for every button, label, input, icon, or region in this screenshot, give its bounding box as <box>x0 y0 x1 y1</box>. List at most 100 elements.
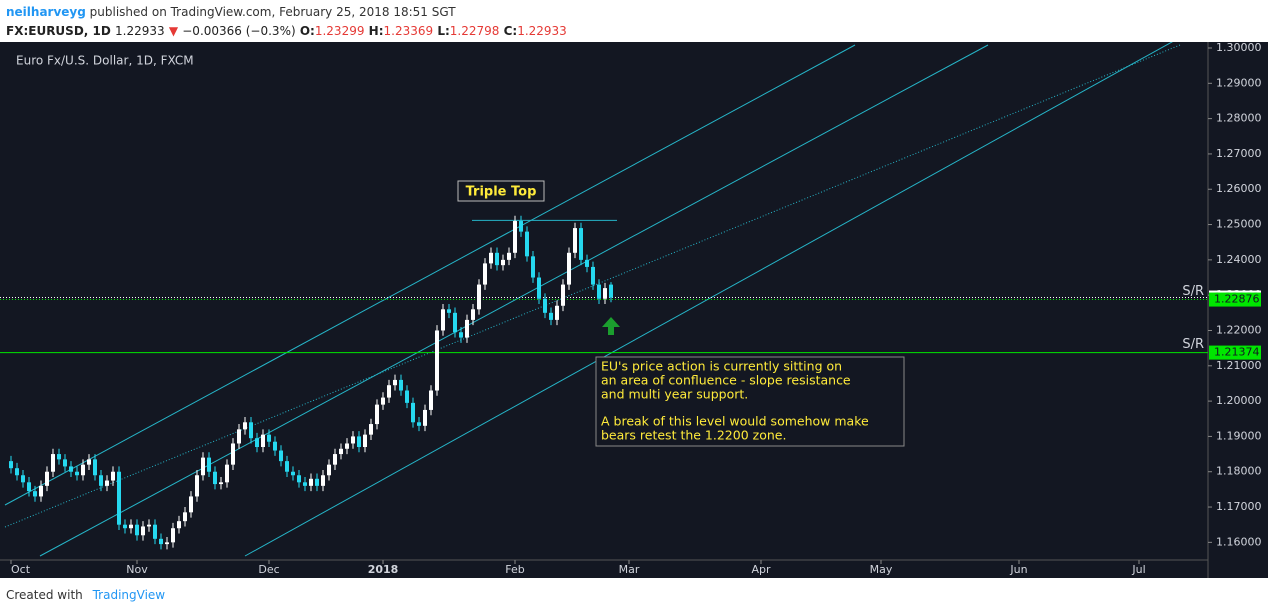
candle-body <box>297 475 301 483</box>
candle-body <box>399 379 403 391</box>
candle-body <box>555 305 559 320</box>
candle-body <box>183 512 187 522</box>
channel-line <box>244 42 1173 557</box>
candle-body <box>75 471 79 476</box>
ohlc-value: 1.23299 <box>314 24 365 38</box>
candle-body <box>417 422 421 426</box>
candle-body <box>27 482 31 492</box>
candle-body <box>339 448 343 455</box>
candle-body <box>213 471 217 485</box>
candle-body <box>147 524 151 527</box>
candle-body <box>459 332 463 338</box>
ohlc-label: O: <box>299 24 315 38</box>
ohlc-value: 1.23369 <box>383 24 434 38</box>
change: −0.00366 (−0.3%) <box>182 24 296 38</box>
candle-body <box>123 524 127 529</box>
candle-body <box>303 482 307 486</box>
candle-body <box>327 464 331 476</box>
note-line: and multi year support. <box>601 387 748 402</box>
y-tick-label: 1.28000 <box>1216 112 1262 125</box>
triple-top-label: Triple Top <box>466 185 537 200</box>
candle-body <box>357 436 361 448</box>
candle-body <box>273 441 277 451</box>
candle-body <box>231 443 235 465</box>
candle-body <box>567 252 571 285</box>
candle-body <box>279 450 283 462</box>
candle-body <box>63 459 67 467</box>
candle-body <box>495 252 499 266</box>
chart: Euro Fx/U.S. Dollar, 1D, FXCM 1.16000 1.1… <box>0 42 1268 578</box>
candle-body <box>543 298 547 313</box>
candle-body <box>111 471 115 481</box>
candle-body <box>447 309 451 313</box>
candle-body <box>609 284 613 298</box>
candle-body <box>159 538 163 545</box>
candle-body <box>135 524 139 536</box>
x-tick-label: 2018 <box>368 563 399 576</box>
x-tick-label: May <box>870 563 893 576</box>
sr-label: S/R <box>1182 284 1204 299</box>
candle-body <box>507 252 511 260</box>
note-line: bears retest the 1.2200 zone. <box>601 428 786 443</box>
chart-title: Euro Fx/U.S. Dollar, 1D, FXCM <box>16 54 194 68</box>
candle-body <box>525 231 529 257</box>
candle-body <box>243 422 247 430</box>
candle-body <box>597 284 601 299</box>
channel-line <box>4 44 856 506</box>
candle-body <box>471 309 475 320</box>
note-line: A break of this level would somehow make <box>601 414 869 429</box>
candle-body <box>15 468 19 476</box>
ohlc-label: C: <box>503 24 518 38</box>
price-badge-label: 1.21374 <box>1214 346 1260 359</box>
y-tick-label: 1.21000 <box>1216 359 1262 372</box>
y-tick-label: 1.20000 <box>1216 394 1262 407</box>
candle-body <box>453 312 457 333</box>
candle-body <box>261 434 265 448</box>
published: published on TradingView.com, February 2… <box>89 5 456 19</box>
y-tick-label: 1.16000 <box>1216 535 1262 548</box>
candle-body <box>291 471 295 476</box>
sr-label: S/R <box>1182 337 1204 352</box>
brand[interactable]: TradingView <box>92 588 166 602</box>
candle-body <box>81 464 85 476</box>
candle-body <box>393 379 397 386</box>
symbol: FX:EURUSD, 1D <box>6 24 111 38</box>
x-tick-label: Apr <box>751 563 771 576</box>
candle-body <box>591 266 595 285</box>
candle-body <box>57 454 61 460</box>
candle-body <box>117 471 121 525</box>
ohlc-value: 1.22798 <box>449 24 500 38</box>
candle-body <box>423 409 427 426</box>
x-tick-label: Mar <box>619 563 640 576</box>
price-badge <box>1209 292 1261 307</box>
candle-body <box>333 454 337 465</box>
candle-body <box>477 284 481 310</box>
ohlc-label: L: <box>437 24 450 38</box>
y-tick-label: 1.17000 <box>1216 500 1262 513</box>
candle-body <box>237 429 241 444</box>
candle-body <box>345 443 349 449</box>
header: neilharveyg published on TradingView.com… <box>6 3 567 41</box>
y-tick-label: 1.18000 <box>1216 465 1262 478</box>
author[interactable]: neilharveyg <box>6 5 86 19</box>
candle-body <box>531 256 535 278</box>
x-tick-label: Dec <box>258 563 279 576</box>
candle-body <box>381 397 385 405</box>
candle-body <box>165 542 169 545</box>
channel-line <box>39 44 989 557</box>
candle-body <box>351 436 355 444</box>
y-tick-label: 1.27000 <box>1216 147 1262 160</box>
candle-body <box>309 478 313 486</box>
candle-body <box>171 528 175 543</box>
y-tick-label: 1.26000 <box>1216 182 1262 195</box>
candle-body <box>267 434 271 442</box>
x-tick-label: Jun <box>1009 563 1027 576</box>
candle-body <box>321 475 325 486</box>
candle-body <box>105 480 109 486</box>
candle-body <box>465 319 469 338</box>
price-badge <box>1209 345 1261 360</box>
y-tick-label: 1.19000 <box>1216 429 1262 442</box>
candle-body <box>363 434 367 448</box>
candle-body <box>33 491 37 497</box>
candle-body <box>141 526 145 536</box>
